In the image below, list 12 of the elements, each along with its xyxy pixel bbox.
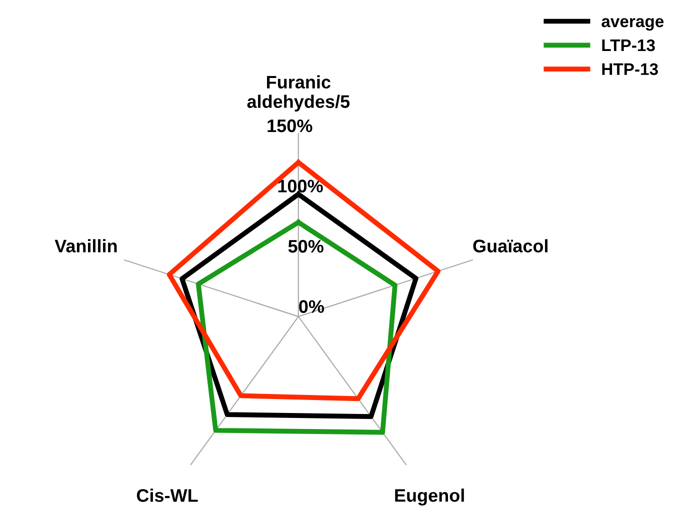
y-tick-label: 100% xyxy=(278,180,323,192)
spoke-label: Vanillin xyxy=(54,239,117,252)
legend-label: LTP-13 xyxy=(602,39,655,52)
legend-label: average xyxy=(602,18,664,31)
spoke-label: Eugenol xyxy=(395,488,464,506)
y-tick-label: 0% xyxy=(299,300,324,313)
spoke-label: Guaïacol xyxy=(473,239,548,252)
legend-label: HTP-13 xyxy=(602,63,658,76)
spoke-label: Furanic aldehydes/5 xyxy=(247,75,350,112)
y-tick-label: 150% xyxy=(268,119,312,132)
spoke-label: Cis-WL xyxy=(136,488,198,502)
y-tick-label: 50% xyxy=(288,240,324,253)
